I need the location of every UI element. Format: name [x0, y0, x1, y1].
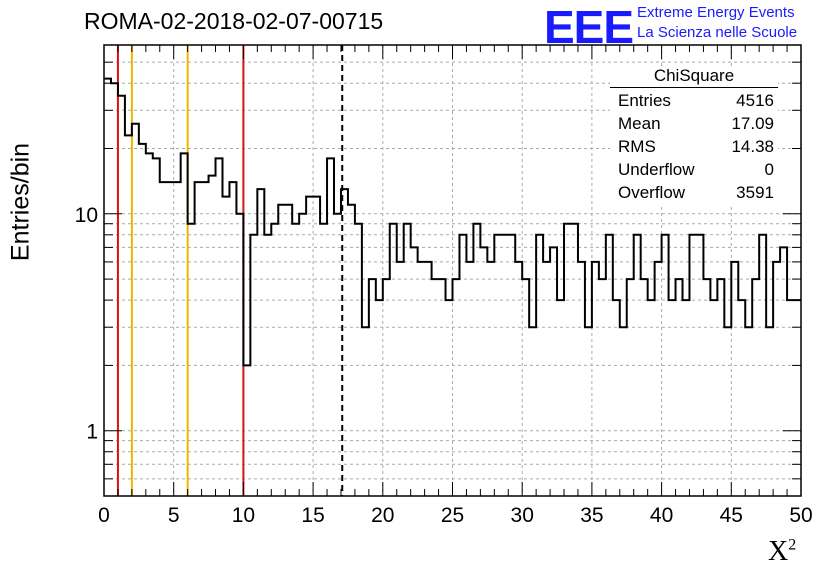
- stats-label: Overflow: [618, 183, 686, 202]
- x-axis-label-base: X: [768, 536, 789, 567]
- stats-label: Mean: [618, 114, 661, 133]
- x-tick-label: 15: [301, 504, 324, 527]
- x-tick-label: 10: [232, 504, 255, 527]
- reference-lines: [116, 45, 344, 496]
- stats-value: 3591: [736, 183, 774, 202]
- x-tick-label: 35: [580, 504, 603, 527]
- chart-title: ROMA-02-2018-02-07-00715: [84, 8, 384, 34]
- stats-label: RMS: [618, 137, 656, 156]
- stats-title: ChiSquare: [610, 66, 778, 88]
- eee-logo: EEE: [544, 1, 634, 53]
- stats-value: 0: [764, 160, 774, 179]
- x-tick-label: 25: [441, 504, 464, 527]
- x-tick-label: 45: [720, 504, 743, 527]
- stats-row-entries: Entries 4516: [610, 89, 778, 112]
- stats-label: Entries: [618, 91, 671, 110]
- stats-label: Underflow: [618, 160, 695, 179]
- y-axis-ticks: 1 10: [75, 44, 801, 497]
- x-tick-label: 0: [98, 504, 110, 527]
- stats-row-overflow: Overflow 3591: [610, 181, 778, 204]
- x-axis-label: X2: [768, 536, 796, 568]
- x-tick-label: 30: [511, 504, 534, 527]
- logo-line-2: La Scienza nelle Scuole: [637, 24, 798, 41]
- histogram-series: [104, 77, 801, 367]
- x-tick-label: 40: [650, 504, 673, 527]
- stats-value: 17.09: [731, 114, 774, 133]
- stats-value: 4516: [736, 91, 774, 110]
- x-tick-label: 5: [168, 504, 180, 527]
- y-axis-label: Entries/bin: [6, 142, 35, 262]
- stats-box: ChiSquare Entries 4516 Mean 17.09 RMS 14.38…: [610, 66, 778, 204]
- stats-value: 14.38: [731, 137, 774, 156]
- x-tick-label: 20: [371, 504, 394, 527]
- x-axis-ticks: 0 5 10 15 20 25 30 35 40 45 50: [98, 45, 813, 527]
- stats-row-rms: RMS 14.38: [610, 135, 778, 158]
- histogram-line: [104, 77, 801, 367]
- y-tick-label: 1: [86, 421, 98, 444]
- stats-row-mean: Mean 17.09: [610, 112, 778, 135]
- y-tick-label: 10: [75, 204, 98, 227]
- stats-row-underflow: Underflow 0: [610, 158, 778, 181]
- y-axis-label-wrap: Entries/bin: [6, 112, 36, 292]
- x-tick-label: 50: [789, 504, 812, 527]
- x-axis-label-superscript: 2: [788, 536, 797, 554]
- logo-line-1: Extreme Energy Events: [637, 4, 795, 21]
